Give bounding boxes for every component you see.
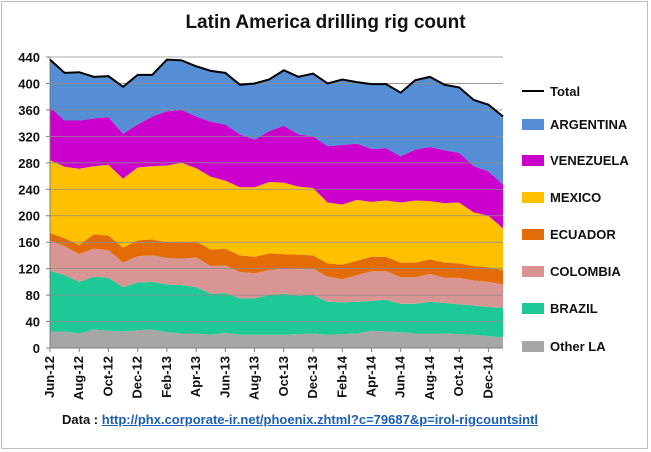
x-tick-label: Aug-12	[71, 356, 86, 400]
x-tick-label: Aug-13	[247, 356, 262, 400]
y-tick-label: 360	[18, 103, 40, 118]
y-tick-label: 440	[18, 50, 40, 65]
legend-label-total: Total	[550, 84, 580, 99]
x-tick-label: Apr-14	[363, 355, 378, 397]
area-brazil	[50, 270, 503, 338]
x-tick-label: Oct-14	[451, 355, 466, 396]
x-tick-label: Feb-13	[159, 356, 174, 398]
legend-label-mexico: MEXICO	[550, 190, 601, 205]
area-argentina	[50, 59, 503, 185]
legend-label-argentina: ARGENTINA	[550, 117, 628, 132]
x-tick-label: Jun-13	[217, 356, 232, 398]
y-tick-label: 160	[18, 235, 40, 250]
y-tick-label: 240	[18, 182, 40, 197]
area-other-la	[50, 329, 503, 348]
legend-label-other-la: Other LA	[550, 339, 606, 354]
legend-label-colombia: COLOMBIA	[550, 264, 621, 279]
y-tick-label: 40	[26, 315, 40, 330]
legend-swatch-brazil	[522, 303, 544, 314]
x-tick-label: Dec-12	[130, 356, 145, 399]
legend-swatch-mexico	[522, 192, 544, 203]
x-tick-label: Aug-14	[422, 355, 437, 400]
x-tick-label: Feb-14	[334, 355, 349, 398]
x-tick-label: Jun-14	[393, 355, 408, 398]
legend-swatch-other-la	[522, 341, 544, 352]
y-tick-label: 0	[33, 341, 40, 356]
legend-swatch-argentina	[522, 119, 544, 130]
x-tick-label: Oct-12	[100, 356, 115, 396]
data-source-label: Data :	[62, 412, 99, 427]
legend-swatch-colombia	[522, 266, 544, 277]
x-tick-label: Dec-14	[480, 355, 495, 398]
x-tick-label: Dec-13	[305, 356, 320, 399]
area-ecuador	[50, 232, 503, 285]
legend-label-brazil: BRAZIL	[550, 301, 598, 316]
area-venezuela	[50, 107, 503, 229]
y-tick-label: 200	[18, 209, 40, 224]
y-tick-label: 120	[18, 262, 40, 277]
legend-label-venezuela: VENEZUELA	[550, 153, 629, 168]
y-tick-label: 80	[26, 288, 40, 303]
x-tick-label: Jun-12	[42, 356, 57, 398]
data-source: Data : http://phx.corporate-ir.net/phoen…	[62, 412, 538, 427]
legend-label-ecuador: ECUADOR	[550, 227, 616, 242]
y-tick-label: 320	[18, 129, 40, 144]
chart-title: Latin America drilling rig count	[185, 12, 466, 33]
y-tick-label: 400	[18, 76, 40, 91]
legend-swatch-venezuela	[522, 155, 544, 166]
x-tick-label: Apr-13	[188, 356, 203, 397]
y-tick-label: 280	[18, 156, 40, 171]
total-line	[49, 58, 504, 118]
legend-swatch-ecuador	[522, 229, 544, 240]
x-tick-label: Oct-13	[276, 356, 291, 396]
data-source-link[interactable]: http://phx.corporate-ir.net/phoenix.zhtm…	[101, 412, 539, 427]
area-colombia	[50, 240, 503, 308]
